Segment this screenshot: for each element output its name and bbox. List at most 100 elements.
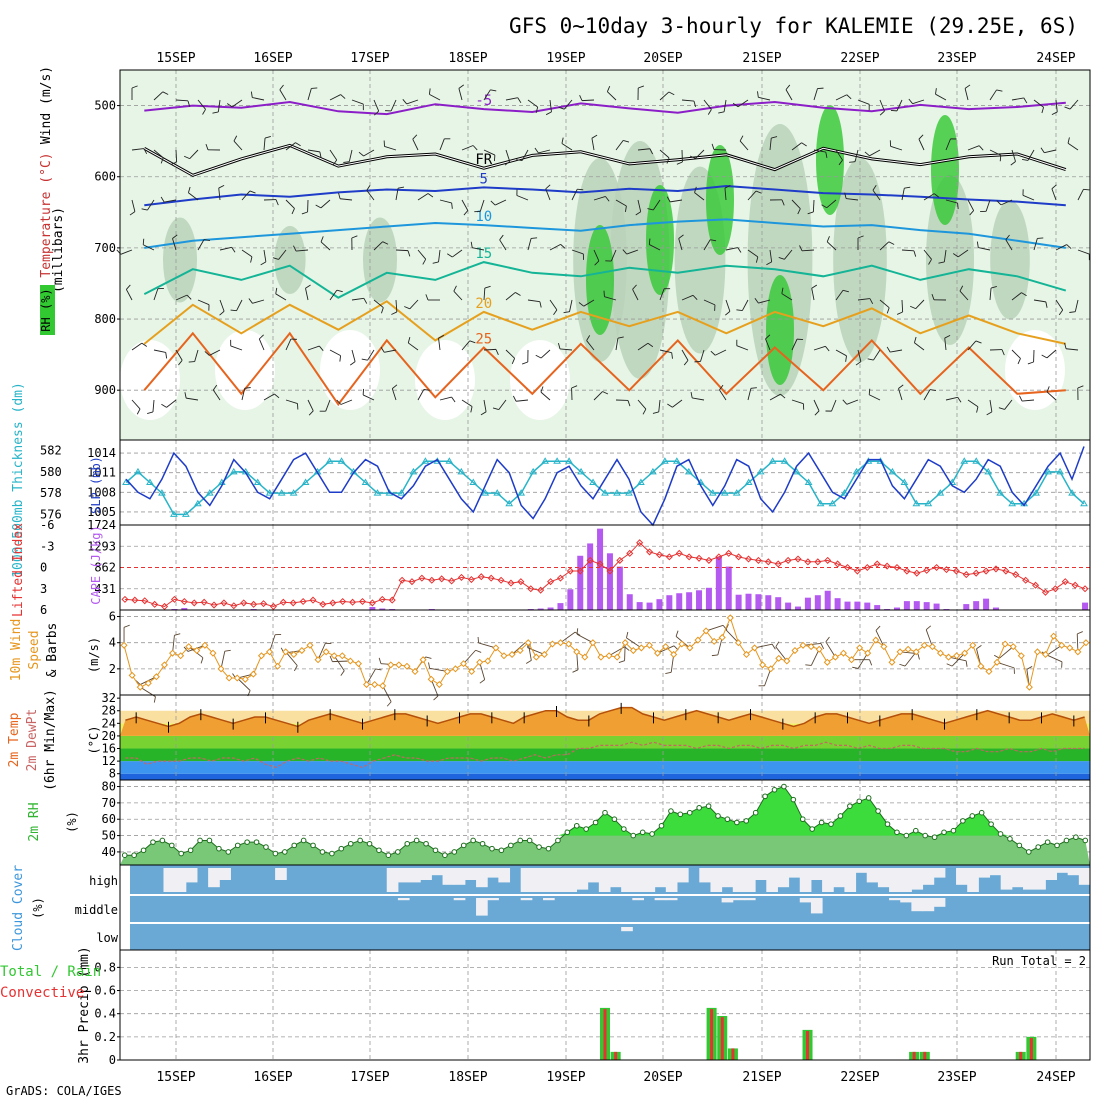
cloud-cell [409,868,421,883]
cloud-cell [978,868,991,878]
wind-barb-flag [671,352,673,359]
lifted-index-point [339,597,347,606]
thickness-point [1056,467,1064,475]
wind-barb-flag [160,196,165,203]
lifted-index-point [289,599,297,607]
wind-barb [747,190,757,201]
lifted-index-point [1071,581,1079,589]
wind-barb-flag [666,196,671,203]
wind-speed-point [759,661,767,669]
cloud-cell [464,868,477,880]
wind-barb [943,249,947,262]
thickness-point [205,489,214,496]
wind-barb-flag [366,185,371,191]
wind-barb-flag [560,244,566,249]
lifted-index-point [1041,588,1049,596]
wind-barb [739,140,749,151]
cloud-cell [922,868,935,885]
wind-barb [458,88,463,101]
lifted-index-line [124,541,1086,608]
wind-speed-point [726,614,734,622]
wind-barb-flag [244,387,251,389]
pressure-tick-label: 800 [94,312,116,326]
cape-bar [557,603,564,610]
lifted-index-point [457,573,466,581]
wind-barb-flag [1051,111,1058,116]
wind-barb [835,349,847,357]
wind-barb [516,399,529,402]
wind-barb-flag [736,309,743,312]
wind-barb [879,299,890,309]
wind-barb [898,388,903,401]
rh-moist-core [816,105,844,215]
wind-barb [175,294,188,301]
thickness-point [409,467,418,475]
wind-barb [879,241,890,251]
rh-point [1063,837,1070,844]
thickness-point [565,457,573,464]
wind-barb [672,399,683,408]
thickness-point [792,467,801,475]
wind-barb [890,145,903,151]
cape-bar [854,601,861,610]
thickness-point [601,489,609,496]
wind-barb-flag [591,134,598,139]
wind-barb-flag [212,384,218,391]
rh-tick-label: 50 [102,829,116,843]
wind-barb [576,633,594,644]
wind-barb-flag [511,358,516,365]
wind-barb [483,149,496,156]
wind-speed-point [856,644,864,652]
cloud-cell [665,898,678,901]
cloud-cell [810,868,823,880]
rh-point [404,840,411,847]
wind-speed-point [241,675,249,683]
wind-barb [637,148,650,151]
wind-speed-point [961,649,969,657]
wind-barb-flag [622,249,628,255]
wind-barb-flag [917,653,920,660]
wind-speed-point [928,643,936,651]
rh-shade [363,217,397,303]
wind-barb-flag [694,186,697,193]
lifted-index-point [992,565,1000,573]
lifted-index-point [210,601,218,609]
wind-barb-flag [407,337,411,344]
temperature-band [120,735,1090,749]
wind-barb [329,149,338,161]
wind-barb [765,338,771,351]
wind-barb-flag [814,410,820,416]
wind-barb-flag [433,695,439,701]
cloud-cell [743,898,756,901]
thickness-point [277,489,286,496]
wind-barb-flag [174,633,181,636]
precip-convective-bar [923,1051,927,1060]
wind-barb [869,149,881,157]
cape-tick-label: 1724 [87,518,116,532]
wind-barb [408,342,419,351]
precip-tick-label: 0.6 [94,984,116,998]
rh-moist-core [646,185,674,295]
lifted-index-point [161,602,169,610]
wind-barb [873,349,881,361]
wind-barb [194,349,199,362]
wind-barb [1055,244,1067,251]
wind-barb-flag [230,309,237,312]
wind-barb-flag [361,358,368,361]
wind-barb [1069,99,1079,110]
cloud-cell [174,868,187,892]
wind-barb-flag [451,396,456,403]
cloud-cell [933,868,946,878]
wind-barb-flag [336,399,342,405]
wind-barb [351,99,364,105]
precip-tick-label: 0.8 [94,960,116,974]
rh-point [724,816,731,823]
wind-barb-flag [428,662,431,669]
rh2m-label: 2m RH [27,802,42,841]
wind-barb [659,91,670,101]
rh-tick-label: 40 [102,845,116,859]
wind-barb-flag [846,94,852,100]
wind-barb-flag [996,200,1002,206]
lifted-index-point [309,596,317,604]
wind-barb-flag [811,284,818,289]
